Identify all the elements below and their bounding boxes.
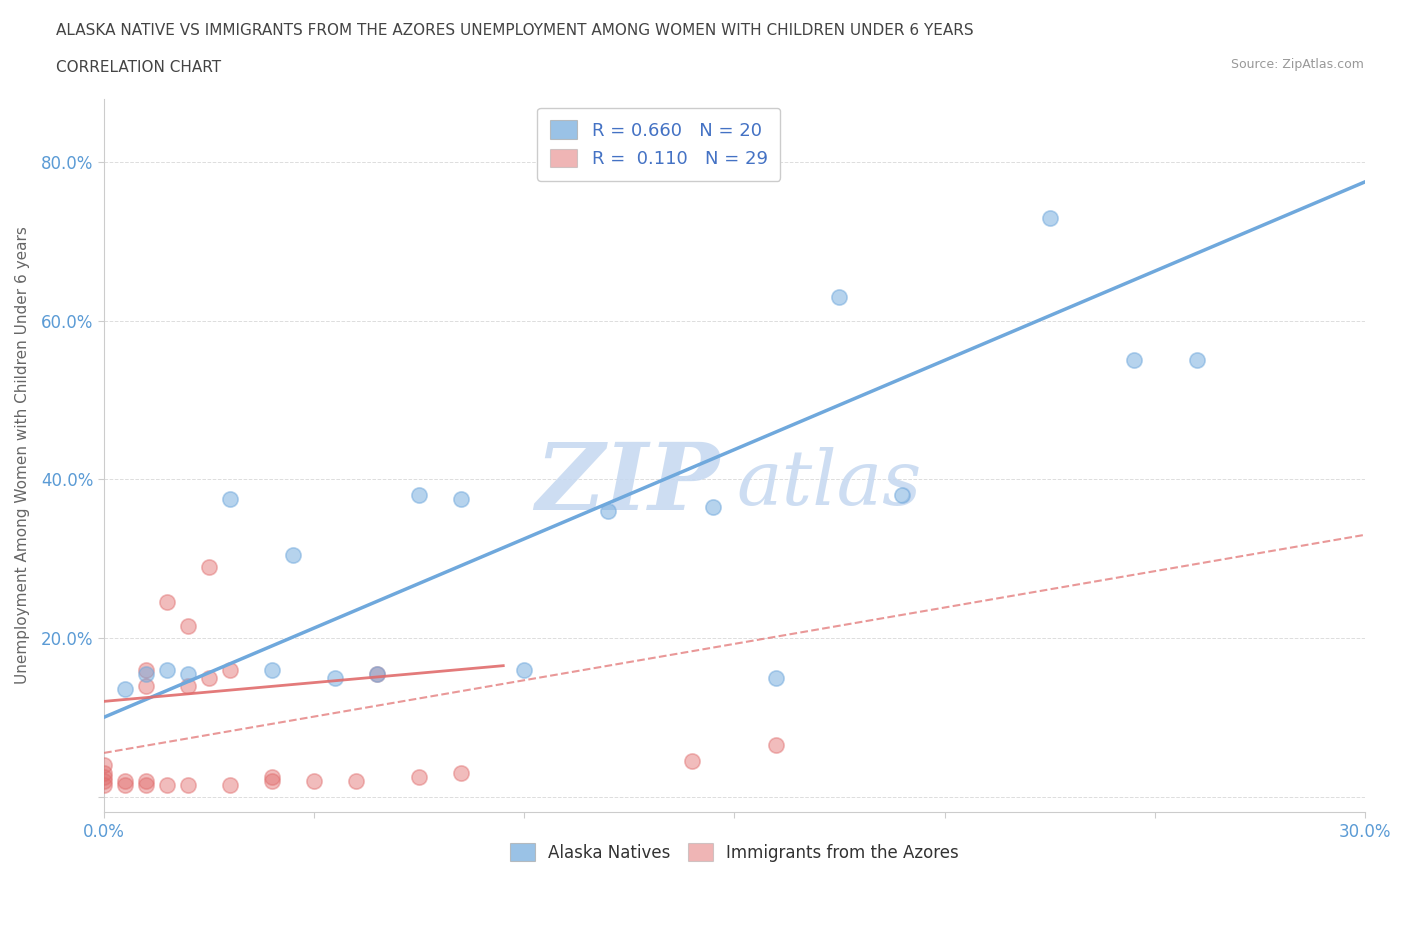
Point (93, 757, 115, 772)
Point (765, 671, 787, 685)
Point (450, 765, 472, 780)
Point (262, 773, 284, 788)
Point (702, 499, 724, 514)
Point (1185, 353, 1208, 368)
Point (93, 769, 115, 784)
Point (1122, 353, 1144, 368)
Point (156, 595, 179, 610)
Text: Source: ZipAtlas.com: Source: ZipAtlas.com (1230, 58, 1364, 71)
Point (513, 662, 536, 677)
Point (177, 678, 200, 693)
Point (219, 777, 242, 792)
Point (135, 662, 157, 677)
Point (135, 777, 157, 792)
Point (177, 666, 200, 681)
Point (323, 671, 346, 685)
Point (198, 671, 221, 685)
Point (135, 773, 157, 788)
Text: atlas: atlas (737, 447, 921, 521)
Point (219, 492, 242, 507)
Point (219, 662, 242, 677)
Point (114, 777, 136, 792)
Point (281, 547, 304, 562)
Point (450, 492, 472, 507)
Point (828, 289, 851, 304)
Point (1038, 210, 1060, 225)
Point (93, 777, 115, 792)
Point (114, 682, 136, 697)
Point (156, 777, 179, 792)
Text: ZIP: ZIP (536, 439, 720, 529)
Point (93, 773, 115, 788)
Point (344, 773, 367, 788)
Point (408, 769, 430, 784)
Legend: Alaska Natives, Immigrants from the Azores: Alaska Natives, Immigrants from the Azor… (503, 837, 966, 869)
Point (302, 773, 325, 788)
Point (262, 769, 284, 784)
Point (177, 618, 200, 633)
Point (114, 773, 136, 788)
Point (135, 678, 157, 693)
Y-axis label: Unemployment Among Women with Children Under 6 years: Unemployment Among Women with Children U… (15, 227, 30, 684)
Point (93, 765, 115, 780)
Point (598, 504, 620, 519)
Point (408, 487, 430, 502)
Point (366, 666, 388, 681)
Point (681, 753, 703, 768)
Point (366, 666, 388, 681)
Text: ALASKA NATIVE VS IMMIGRANTS FROM THE AZORES UNEMPLOYMENT AMONG WOMEN WITH CHILDR: ALASKA NATIVE VS IMMIGRANTS FROM THE AZO… (56, 23, 974, 38)
Point (262, 662, 284, 677)
Point (198, 559, 221, 574)
Point (177, 777, 200, 792)
Point (765, 737, 787, 752)
Point (135, 666, 157, 681)
Text: CORRELATION CHART: CORRELATION CHART (56, 60, 221, 75)
Point (156, 662, 179, 677)
Point (891, 487, 914, 502)
